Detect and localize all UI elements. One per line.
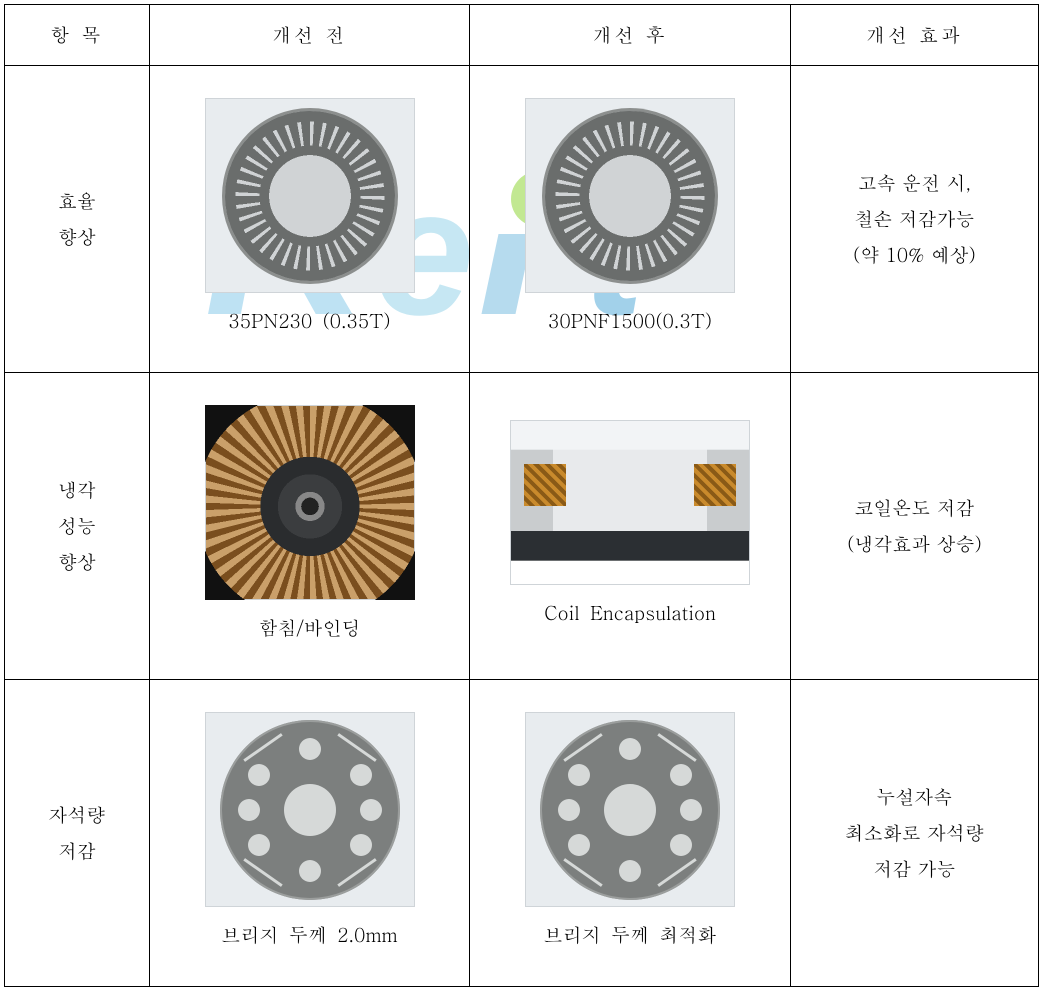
caption-after-magnet: 브리지 두께 최적화 — [544, 917, 717, 953]
caption-after-cooling: Coil Encapsulation — [544, 595, 716, 631]
effect-efficiency: 고속 운전 시,철손 저감가능(약 10% 예상) — [790, 66, 1038, 373]
table-row: 효율향상 35PN230 (0.35T) 30PNF1500(0.3 — [5, 66, 1039, 373]
rotor-lamination-after-image — [525, 712, 735, 907]
stator-lamination-before-image — [205, 98, 415, 293]
col-header-before: 개선 전 — [149, 5, 470, 66]
table-header-row: 항 목 개선 전 개선 후 개선 효과 — [5, 5, 1039, 66]
cell-after-efficiency: 30PNF1500(0.3T) — [470, 66, 791, 373]
coil-encapsulation-equipment-image — [510, 420, 750, 585]
effect-cooling: 코일온도 저감(냉각효과 상승) — [790, 373, 1038, 680]
motor-stator-winding-image — [205, 405, 415, 600]
caption-after-efficiency: 30PNF1500(0.3T) — [548, 303, 712, 339]
row-label-magnet: 자석량저감 — [5, 680, 150, 987]
page-wrap: K e t 항 목 개선 전 개선 후 개선 효과 효율향상 — [4, 4, 1039, 987]
col-header-after: 개선 후 — [470, 5, 791, 66]
cell-before-cooling: 함침/바인딩 — [149, 373, 470, 680]
table-row: 냉각성능향상 함침/바인딩 Coil Encapsulation 코일온도 저감… — [5, 373, 1039, 680]
stator-lamination-after-image — [525, 98, 735, 293]
caption-before-efficiency: 35PN230 (0.35T) — [228, 303, 390, 339]
cell-after-magnet: 브리지 두께 최적화 — [470, 680, 791, 987]
cell-after-cooling: Coil Encapsulation — [470, 373, 791, 680]
table-row: 자석량저감 — [5, 680, 1039, 987]
cell-before-magnet: 브리지 두께 2.0mm — [149, 680, 470, 987]
caption-before-cooling: 함침/바인딩 — [258, 610, 360, 646]
col-header-effect: 개선 효과 — [790, 5, 1038, 66]
row-label-efficiency: 효율향상 — [5, 66, 150, 373]
improvement-table: 항 목 개선 전 개선 후 개선 효과 효율향상 35PN230 (0.35T) — [4, 4, 1039, 987]
cell-before-efficiency: 35PN230 (0.35T) — [149, 66, 470, 373]
caption-before-magnet: 브리지 두께 2.0mm — [222, 917, 398, 953]
rotor-lamination-before-image — [205, 712, 415, 907]
effect-magnet: 누설자속최소화로 자석량저감 가능 — [790, 680, 1038, 987]
col-header-item: 항 목 — [5, 5, 150, 66]
row-label-cooling: 냉각성능향상 — [5, 373, 150, 680]
